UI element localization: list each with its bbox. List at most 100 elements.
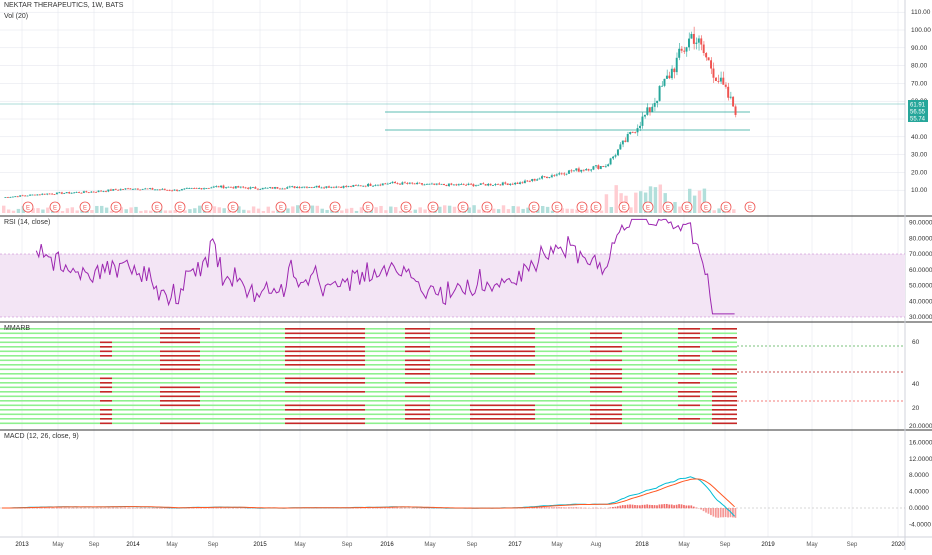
time-tick[interactable]: Sep: [720, 542, 731, 548]
earnings-marker[interactable]: E: [682, 202, 692, 212]
earnings-marker[interactable]: E: [458, 202, 468, 212]
mmar-indicator-label[interactable]: MMARB: [4, 325, 30, 332]
macd-panel[interactable]: [0, 477, 905, 518]
earnings-label[interactable]: E: [666, 206, 670, 212]
earnings-marker[interactable]: E: [80, 202, 90, 212]
earnings-marker[interactable]: E: [175, 202, 185, 212]
mmar-tick[interactable]: 60: [912, 339, 920, 346]
rsi-indicator-label[interactable]: RSI (14, close): [4, 219, 50, 226]
earnings-marker[interactable]: E: [300, 202, 310, 212]
earnings-label[interactable]: E: [303, 206, 307, 212]
macd-indicator-label[interactable]: MACD (12, 26, close, 9): [4, 433, 79, 440]
mmar-tick[interactable]: 40: [912, 381, 920, 388]
earnings-label[interactable]: E: [485, 206, 489, 212]
price-tick[interactable]: 110.00: [911, 9, 931, 16]
macd-tick[interactable]: 0.0000: [909, 505, 929, 512]
time-tick[interactable]: 2014: [126, 542, 140, 548]
time-tick[interactable]: 2013: [15, 542, 29, 548]
earnings-marker[interactable]: E: [529, 202, 539, 212]
rsi-axis[interactable]: 90.0000 80.0000 70.0000 60.0000 50.0000 40.00…: [909, 220, 932, 322]
earnings-marker[interactable]: E: [23, 202, 33, 212]
time-tick[interactable]: 2018: [635, 542, 649, 548]
earnings-label[interactable]: E: [366, 206, 370, 212]
price-tick[interactable]: 100.00: [911, 27, 931, 34]
earnings-marker[interactable]: E: [745, 202, 755, 212]
earnings-label[interactable]: E: [155, 206, 159, 212]
rsi-tick[interactable]: 80.0000: [909, 235, 932, 242]
macd-tick[interactable]: 4.0000: [909, 489, 929, 496]
macd-tick[interactable]: 16.0000: [909, 439, 932, 446]
price-badge-label[interactable]: 55.74: [910, 117, 926, 123]
rsi-tick[interactable]: 60.0000: [909, 267, 932, 274]
rsi-panel[interactable]: [0, 219, 905, 317]
earnings-label[interactable]: E: [83, 206, 87, 212]
earnings-marker[interactable]: E: [363, 202, 373, 212]
earnings-label[interactable]: E: [622, 206, 626, 212]
earnings-label[interactable]: E: [53, 206, 57, 212]
time-tick[interactable]: Sep: [467, 542, 478, 548]
earnings-marker[interactable]: E: [401, 202, 411, 212]
rsi-tick[interactable]: 70.0000: [909, 251, 932, 258]
macd-tick[interactable]: 20.0000: [909, 423, 932, 430]
earnings-marker[interactable]: E: [152, 202, 162, 212]
earnings-marker[interactable]: E: [276, 202, 286, 212]
earnings-marker[interactable]: E: [428, 202, 438, 212]
time-tick[interactable]: 2019: [761, 542, 775, 548]
price-tick[interactable]: 10.00: [911, 187, 928, 194]
macd-axis[interactable]: 20.000016.000012.00008.00004.00000.0000-…: [909, 423, 932, 528]
earnings-label[interactable]: E: [685, 206, 689, 212]
earnings-marker[interactable]: E: [111, 202, 121, 212]
earnings-label[interactable]: E: [646, 206, 650, 212]
time-tick[interactable]: May: [294, 542, 305, 548]
chart-title[interactable]: NEKTAR THERAPEUTICS, 1W, BATS: [4, 2, 123, 9]
time-tick[interactable]: Sep: [89, 542, 100, 548]
earnings-label[interactable]: E: [532, 206, 536, 212]
earnings-marker[interactable]: E: [228, 202, 238, 212]
time-tick[interactable]: 2017: [508, 542, 522, 548]
earnings-label[interactable]: E: [333, 206, 337, 212]
time-tick[interactable]: May: [424, 542, 435, 548]
rsi-tick[interactable]: 30.0000: [909, 314, 932, 321]
earnings-label[interactable]: E: [26, 206, 30, 212]
earnings-marker[interactable]: E: [663, 202, 673, 212]
rsi-tick[interactable]: 50.0000: [909, 283, 932, 290]
earnings-marker[interactable]: E: [202, 202, 212, 212]
earnings-marker[interactable]: E: [643, 202, 653, 212]
earnings-label[interactable]: E: [205, 206, 209, 212]
earnings-marker[interactable]: E: [552, 202, 562, 212]
price-tick[interactable]: 90.00: [911, 45, 928, 52]
price-tick[interactable]: 80.00: [911, 63, 928, 70]
earnings-label[interactable]: E: [724, 206, 728, 212]
price-tick[interactable]: 20.00: [911, 169, 928, 176]
time-tick[interactable]: May: [52, 542, 63, 548]
earnings-label[interactable]: E: [178, 206, 182, 212]
time-tick[interactable]: May: [678, 542, 689, 548]
macd-tick[interactable]: 8.0000: [909, 472, 929, 479]
earnings-marker[interactable]: E: [577, 202, 587, 212]
time-tick[interactable]: May: [551, 542, 562, 548]
time-tick[interactable]: May: [806, 542, 817, 548]
macd-tick[interactable]: 12.0000: [909, 456, 932, 463]
earnings-label[interactable]: E: [114, 206, 118, 212]
volume-indicator-label[interactable]: Vol (20): [4, 13, 28, 20]
earnings-label[interactable]: E: [594, 206, 598, 212]
earnings-marker[interactable]: E: [591, 202, 601, 212]
earnings-marker[interactable]: E: [721, 202, 731, 212]
earnings-marker[interactable]: E: [482, 202, 492, 212]
earnings-marker[interactable]: E: [619, 202, 629, 212]
earnings-label[interactable]: E: [748, 206, 752, 212]
earnings-label[interactable]: E: [704, 206, 708, 212]
time-tick[interactable]: 2016: [380, 542, 394, 548]
rsi-tick[interactable]: 90.0000: [909, 220, 932, 227]
earnings-marker[interactable]: E: [701, 202, 711, 212]
time-tick[interactable]: 2015: [253, 542, 267, 548]
earnings-label[interactable]: E: [431, 206, 435, 212]
mmar-panel[interactable]: [0, 328, 905, 424]
rsi-tick[interactable]: 40.0000: [909, 298, 932, 305]
time-tick[interactable]: 2020: [891, 542, 905, 548]
earnings-label[interactable]: E: [231, 206, 235, 212]
